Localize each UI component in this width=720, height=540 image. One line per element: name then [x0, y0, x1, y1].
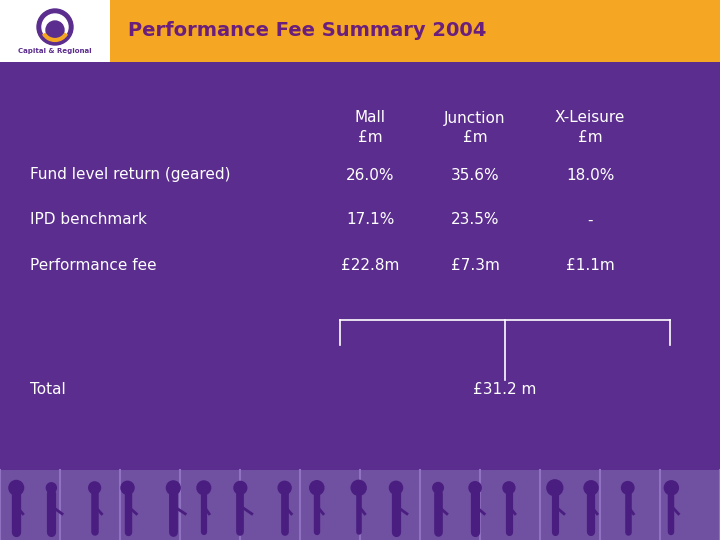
Text: Performance fee: Performance fee — [30, 258, 157, 273]
Circle shape — [310, 481, 324, 495]
Text: IPD benchmark: IPD benchmark — [30, 213, 147, 227]
Circle shape — [37, 9, 73, 45]
Bar — [0, 0, 720, 62]
Circle shape — [503, 482, 515, 494]
Bar — [0, 0, 110, 62]
Text: Performance Fee Summary 2004: Performance Fee Summary 2004 — [128, 22, 487, 40]
Circle shape — [89, 482, 101, 494]
Text: Fund level return (geared): Fund level return (geared) — [30, 167, 230, 183]
Text: £7.3m: £7.3m — [451, 258, 500, 273]
Circle shape — [390, 481, 402, 494]
Circle shape — [197, 481, 211, 495]
Circle shape — [278, 481, 291, 494]
Text: £1.1m: £1.1m — [566, 258, 614, 273]
Text: Junction: Junction — [444, 111, 505, 125]
Circle shape — [351, 480, 366, 495]
Circle shape — [584, 481, 598, 495]
Text: £m: £m — [577, 131, 603, 145]
Text: 18.0%: 18.0% — [566, 167, 614, 183]
Text: Total: Total — [30, 382, 66, 397]
Text: 35.6%: 35.6% — [451, 167, 499, 183]
Circle shape — [42, 14, 68, 40]
Bar — [0, 470, 720, 540]
Text: 23.5%: 23.5% — [451, 213, 499, 227]
Text: X-Leisure: X-Leisure — [555, 111, 625, 125]
Circle shape — [547, 480, 563, 496]
Circle shape — [46, 21, 64, 39]
Circle shape — [469, 482, 481, 494]
Circle shape — [46, 483, 56, 493]
Text: Mall: Mall — [354, 111, 385, 125]
Circle shape — [665, 481, 678, 495]
Circle shape — [433, 483, 444, 493]
Circle shape — [234, 481, 247, 494]
Text: £31.2 m: £31.2 m — [473, 382, 536, 397]
Text: -: - — [588, 213, 593, 227]
Text: 26.0%: 26.0% — [346, 167, 395, 183]
Text: £m: £m — [463, 131, 487, 145]
Circle shape — [9, 481, 24, 495]
Text: £22.8m: £22.8m — [341, 258, 399, 273]
Circle shape — [121, 481, 134, 494]
Circle shape — [166, 481, 180, 495]
Text: Capital & Regional: Capital & Regional — [18, 48, 92, 54]
Text: £m: £m — [358, 131, 382, 145]
Text: 17.1%: 17.1% — [346, 213, 394, 227]
Circle shape — [621, 482, 634, 494]
